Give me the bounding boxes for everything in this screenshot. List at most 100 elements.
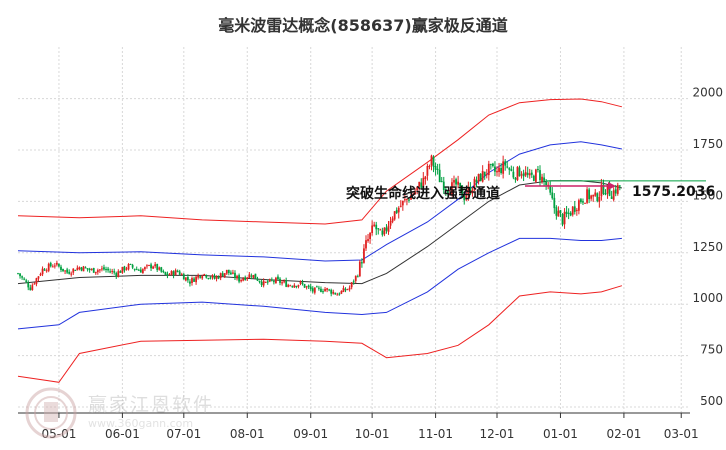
candle-body (596, 193, 599, 202)
candle-body (37, 276, 40, 279)
candle-body (227, 269, 230, 274)
x-tick-label: 08-01 (230, 427, 265, 441)
candle-body (449, 194, 451, 196)
candle-body (496, 171, 498, 173)
candle-body (518, 167, 521, 177)
candle-body (209, 277, 212, 279)
candle-body (90, 268, 93, 270)
candle-body (408, 199, 410, 201)
candle-body (64, 270, 66, 272)
candle-body (487, 163, 490, 176)
candle-body (397, 207, 400, 213)
candle-body (387, 225, 390, 232)
candle-body (358, 261, 361, 277)
candle-body (453, 180, 455, 183)
candle-body (543, 177, 545, 181)
candle-body (117, 271, 120, 277)
candle-body (287, 284, 290, 287)
grid-lines (18, 47, 690, 413)
candle-body (203, 274, 206, 276)
candle-body (103, 267, 105, 270)
candle-body (127, 264, 130, 270)
candle-body (504, 161, 507, 166)
candle-body (215, 276, 218, 279)
candle-body (17, 273, 19, 275)
candle-body (373, 224, 376, 227)
candle-body (49, 263, 52, 267)
candle-body (483, 171, 486, 176)
candle-body (23, 278, 26, 280)
candle-body (440, 181, 443, 183)
candle-body (537, 169, 539, 171)
y-tick-label: 1250 (692, 240, 723, 254)
candle-body (424, 176, 427, 179)
y-tick-label: 1500 (692, 188, 723, 202)
y-tick-label: 500 (700, 394, 723, 408)
candle-body (539, 170, 541, 181)
candle-body (39, 273, 42, 276)
candle-body (96, 270, 99, 273)
candle-body (348, 287, 351, 290)
candle-body (74, 269, 77, 271)
candle-body (225, 269, 228, 274)
candle-body (406, 199, 408, 201)
candle-body (266, 281, 269, 283)
candle-body (162, 271, 165, 273)
candle-body (197, 275, 200, 278)
candle-body (264, 281, 267, 283)
candle-body (252, 274, 255, 278)
candle-body (207, 278, 210, 280)
annotation-marks (525, 180, 706, 190)
candle-body (35, 278, 38, 285)
candle-body (479, 173, 482, 181)
candle-body (268, 279, 271, 282)
candle-body (399, 205, 402, 207)
candle-body (158, 267, 161, 270)
x-tick-label: 11-01 (418, 427, 453, 441)
candle-body (457, 181, 460, 185)
candle-body (401, 200, 404, 206)
candle-body (410, 195, 412, 200)
candlestick-series (17, 154, 621, 297)
candle-body (66, 269, 69, 273)
candle-body (125, 268, 128, 270)
candle-body (385, 227, 388, 231)
candle-body (31, 285, 34, 290)
candle-body (193, 278, 195, 282)
candle-body (330, 289, 333, 294)
candle-body (551, 192, 554, 199)
x-tick-label: 05-01 (42, 427, 77, 441)
candle-body (494, 166, 496, 172)
candle-body (223, 273, 226, 277)
candle-body (51, 266, 54, 268)
candle-body (342, 287, 345, 292)
candle-body (309, 286, 312, 290)
candle-body (172, 271, 175, 276)
candle-body (580, 199, 582, 203)
candle-body (213, 275, 216, 279)
candle-body (29, 287, 32, 291)
candle-body (270, 279, 273, 281)
candle-body (272, 281, 275, 283)
candle-body (389, 221, 392, 226)
candle-body (68, 271, 71, 274)
candle-body (516, 166, 519, 181)
candle-body (248, 274, 251, 278)
x-tick-label: 12-01 (480, 427, 515, 441)
candle-body (365, 240, 367, 249)
candle-body (221, 273, 224, 277)
candle-body (618, 185, 621, 187)
candle-body (418, 181, 421, 187)
candle-body (279, 278, 281, 283)
candle-body (129, 263, 132, 265)
candle-body (412, 194, 414, 196)
candle-body (528, 173, 531, 176)
candle-body (598, 196, 601, 202)
candle-body (303, 284, 306, 288)
candle-body (148, 264, 150, 266)
channel-bands (17, 98, 623, 383)
candle-body (88, 268, 91, 271)
candle-body (451, 182, 453, 196)
axes: 2000 1750 1500 1250 1000 750 500 05-01 06-01 07-0… (18, 86, 723, 441)
candle-body (608, 185, 611, 196)
